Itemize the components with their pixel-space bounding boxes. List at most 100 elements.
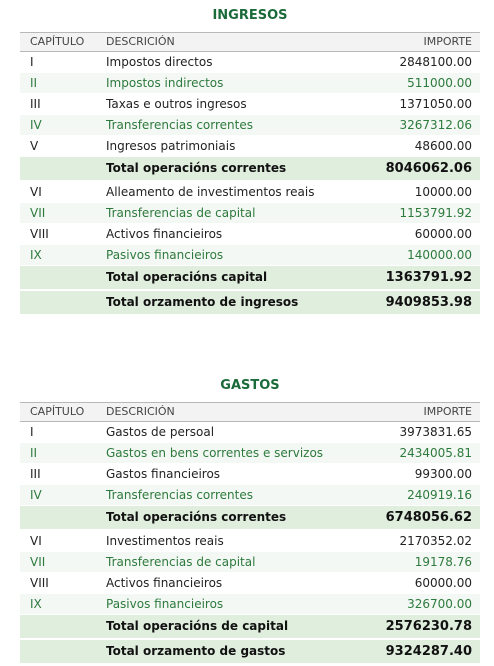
cell-importe: 8046062.06 <box>385 161 472 176</box>
table-row: VIII Activos financieiros 60000.00 <box>20 573 480 594</box>
total-row: Total orzamento de gastos 9324287.40 <box>20 640 480 664</box>
cell-descricion: Ingresos patrimoniais <box>106 139 236 153</box>
ingresos-table-body: I Impostos directos 2848100.00 II Impostos i… <box>20 52 480 315</box>
table-row: I Gastos de persoal 3973831.65 <box>20 422 480 443</box>
cell-capitulo: I <box>30 55 34 69</box>
cell-importe: 3973831.65 <box>399 425 472 439</box>
cell-capitulo: IV <box>30 118 42 132</box>
total-row: Total operacións capital 1363791.92 <box>20 266 480 290</box>
total-row: Total orzamento de ingresos 9409853.98 <box>20 291 480 315</box>
cell-descricion: Alleamento de investimentos reais <box>106 185 315 199</box>
cell-importe: 511000.00 <box>407 76 472 90</box>
cell-descricion: Taxas e outros ingresos <box>106 97 247 111</box>
table-row: VII Transferencias de capital 19178.76 <box>20 552 480 573</box>
header-importe: IMPORTE <box>423 405 472 418</box>
cell-importe: 2848100.00 <box>399 55 472 69</box>
cell-descricion: Impostos directos <box>106 55 213 69</box>
cell-descricion: Gastos financieiros <box>106 467 221 481</box>
gastos-table-body: I Gastos de persoal 3973831.65 II Gastos en … <box>20 422 480 664</box>
cell-descricion: Activos financieiros <box>106 576 223 590</box>
table-row: II Gastos en bens correntes e servizos 243… <box>20 443 480 464</box>
cell-descricion: Total orzamento de gastos <box>106 644 286 658</box>
cell-capitulo: I <box>30 425 34 439</box>
cell-descricion: Transferencias correntes <box>106 118 253 132</box>
cell-descricion: Pasivos financieiros <box>106 248 224 262</box>
table-row: IV Transferencias correntes 3267312.06 <box>20 115 480 136</box>
cell-importe: 10000.00 <box>414 185 472 199</box>
cell-descricion: Pasivos financieiros <box>106 597 224 611</box>
total-row: Total operacións correntes 6748056.62 <box>20 506 480 530</box>
cell-capitulo: VIII <box>30 227 49 241</box>
cell-capitulo: III <box>30 467 41 481</box>
cell-capitulo: II <box>30 446 38 460</box>
cell-importe: 2576230.78 <box>385 619 472 634</box>
cell-capitulo <box>20 291 106 314</box>
cell-capitulo: IV <box>30 488 42 502</box>
cell-capitulo: VII <box>30 206 46 220</box>
cell-importe: 60000.00 <box>414 227 472 241</box>
cell-importe: 140000.00 <box>407 248 472 262</box>
ingresos-section: INGRESOS CAPÍTULO DESCRICIÓN IMPORTE I Im… <box>20 0 480 316</box>
gastos-title: GASTOS <box>220 378 280 393</box>
header-capitulo: CAPÍTULO <box>30 405 85 418</box>
table-row: III Taxas e outros ingresos 1371050.00 <box>20 94 480 115</box>
table-row: VII Transferencias de capital 1153791.92 <box>20 203 480 224</box>
table-row: III Gastos financieiros 99300.00 <box>20 464 480 485</box>
cell-importe: 99300.00 <box>414 467 472 481</box>
cell-capitulo <box>20 157 106 180</box>
cell-descricion: Total operacións correntes <box>106 161 287 175</box>
cell-importe: 9324287.40 <box>385 644 472 659</box>
table-row: IV Transferencias correntes 240919.16 <box>20 485 480 506</box>
cell-importe: 326700.00 <box>407 597 472 611</box>
table-row: V Ingresos patrimoniais 48600.00 <box>20 136 480 157</box>
cell-capitulo <box>20 506 106 529</box>
cell-descricion: Total operacións de capital <box>106 619 289 633</box>
ingresos-header-row: CAPÍTULO DESCRICIÓN IMPORTE <box>20 32 480 52</box>
cell-importe: 1153791.92 <box>399 206 472 220</box>
ingresos-title: INGRESOS <box>212 8 288 23</box>
cell-capitulo: VI <box>30 185 42 199</box>
header-importe: IMPORTE <box>423 35 472 48</box>
table-row: II Impostos indirectos 511000.00 <box>20 73 480 94</box>
cell-capitulo: VII <box>30 555 46 569</box>
cell-descricion: Investimentos reais <box>106 534 224 548</box>
cell-importe: 2434005.81 <box>399 446 472 460</box>
cell-importe: 60000.00 <box>414 576 472 590</box>
cell-importe: 48600.00 <box>414 139 472 153</box>
cell-importe: 3267312.06 <box>399 118 472 132</box>
cell-capitulo <box>20 615 106 638</box>
cell-descricion: Impostos indirectos <box>106 76 224 90</box>
header-descricion: DESCRICIÓN <box>106 35 175 48</box>
cell-capitulo: VIII <box>30 576 49 590</box>
cell-importe: 6748056.62 <box>385 510 472 525</box>
cell-importe: 1371050.00 <box>399 97 472 111</box>
header-descricion: DESCRICIÓN <box>106 405 175 418</box>
cell-importe: 19178.76 <box>414 555 472 569</box>
total-row: Total operacións de capital 2576230.78 <box>20 615 480 639</box>
cell-descricion: Total operacións correntes <box>106 510 287 524</box>
header-capitulo: CAPÍTULO <box>30 35 85 48</box>
cell-importe: 9409853.98 <box>385 295 472 310</box>
cell-descricion: Gastos en bens correntes e servizos <box>106 446 324 460</box>
table-row: I Impostos directos 2848100.00 <box>20 52 480 73</box>
table-row: IX Pasivos financieiros 326700.00 <box>20 594 480 615</box>
table-row: IX Pasivos financieiros 140000.00 <box>20 245 480 266</box>
cell-descricion: Transferencias correntes <box>106 488 253 502</box>
cell-capitulo: VI <box>30 534 42 548</box>
cell-descricion: Transferencias de capital <box>106 555 256 569</box>
cell-capitulo: V <box>30 139 39 153</box>
cell-descricion: Total orzamento de ingresos <box>106 295 299 309</box>
table-row: VI Alleamento de investimentos reais 10000… <box>20 182 480 203</box>
cell-descricion: Transferencias de capital <box>106 206 256 220</box>
cell-capitulo <box>20 266 106 289</box>
gastos-section: GASTOS CAPÍTULO DESCRICIÓN IMPORTE I Gast… <box>20 370 480 665</box>
total-row: Total operacións correntes 8046062.06 <box>20 157 480 181</box>
cell-capitulo: III <box>30 97 41 111</box>
cell-capitulo: IX <box>30 597 42 611</box>
table-row: VI Investimentos reais 2170352.02 <box>20 531 480 552</box>
cell-descricion: Activos financieiros <box>106 227 223 241</box>
cell-importe: 2170352.02 <box>399 534 472 548</box>
cell-importe: 240919.16 <box>407 488 472 502</box>
table-row: VIII Activos financieiros 60000.00 <box>20 224 480 245</box>
cell-descricion: Total operacións capital <box>106 270 268 284</box>
